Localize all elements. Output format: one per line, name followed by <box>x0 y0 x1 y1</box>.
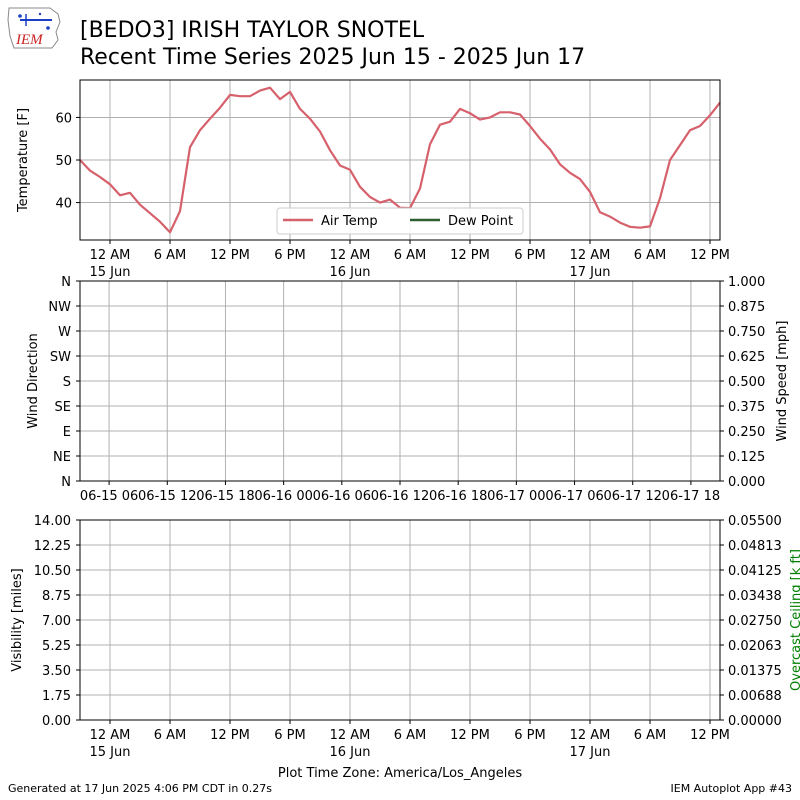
wind-x-tick-label: 06-15 18 <box>196 489 254 504</box>
wind-x-tick-label: 06-17 12 <box>604 489 662 504</box>
temp-x-tick-label: 6 PM <box>514 248 545 263</box>
vis-x-tick-label: 6 AM <box>394 728 427 743</box>
wind-x-tick-label: 06-16 06 <box>313 489 371 504</box>
wind-speed-tick-label: 0.500 <box>728 375 765 390</box>
temp-x-date-label: 15 Jun <box>90 265 131 280</box>
visibility-tick-label: 5.25 <box>42 639 71 654</box>
wind-x-tick-label: 06-17 06 <box>545 489 603 504</box>
temp-y-tick-label: 40 <box>55 197 72 212</box>
vis-x-tick-label: 6 AM <box>634 728 667 743</box>
vis-x-tick-label: 12 PM <box>450 728 490 743</box>
wind-x-tick-label: 06-16 12 <box>371 489 429 504</box>
ceiling-axis-label: Overcast Ceiling [k ft] <box>789 549 800 691</box>
vis-x-date-label: 16 Jun <box>330 745 371 760</box>
wind-panel-frame <box>79 280 721 482</box>
wind-direction-tick-label: E <box>63 425 71 440</box>
wind-speed-axis-label: Wind Speed [mph] <box>775 321 790 442</box>
ceiling-tick-label: 0.05500 <box>728 514 782 529</box>
wind-speed-tick-label: 0.250 <box>728 425 765 440</box>
wind-direction-tick-label: N <box>61 475 71 490</box>
ceiling-tick-label: 0.04813 <box>728 539 782 554</box>
vis-x-tick-label: 6 PM <box>514 728 545 743</box>
wind-direction-tick-label: SE <box>55 400 71 415</box>
ceiling-tick-label: 0.00000 <box>728 714 782 729</box>
temp-x-tick-label: 12 PM <box>450 248 490 263</box>
chart-subtitle: Recent Time Series 2025 Jun 15 - 2025 Ju… <box>80 45 586 70</box>
vis-panel-frame <box>79 519 721 721</box>
temp-y-axis-label: Temperature [F] <box>16 108 31 213</box>
vis-x-tick-label: 12 AM <box>330 728 371 743</box>
temp-y-tick-label: 60 <box>55 111 72 126</box>
temp-x-tick-label: 12 AM <box>330 248 371 263</box>
temp-x-tick-label: 12 AM <box>90 248 131 263</box>
chart-title: [BEDO3] IRISH TAYLOR SNOTEL <box>80 18 425 43</box>
vis-x-tick-label: 12 PM <box>690 728 730 743</box>
visibility-tick-label: 12.25 <box>34 539 71 554</box>
wind-direction-tick-label: S <box>63 375 71 390</box>
time-zone-label: Plot Time Zone: America/Los_Angeles <box>278 766 522 781</box>
wind-x-tick-label: 06-16 00 <box>254 489 312 504</box>
ceiling-tick-label: 0.02750 <box>728 614 782 629</box>
wind-direction-tick-label: NE <box>53 450 71 465</box>
temp-x-tick-label: 12 PM <box>690 248 730 263</box>
wind-x-tick-label: 06-15 06 <box>80 489 138 504</box>
visibility-tick-label: 1.75 <box>42 689 71 704</box>
legend-dew-point-label: Dew Point <box>448 214 513 229</box>
wind-x-tick-label: 06-17 18 <box>662 489 720 504</box>
wind-direction-tick-label: N <box>61 275 71 290</box>
temp-panel-frame <box>79 79 721 241</box>
vis-x-tick-label: 6 PM <box>274 728 305 743</box>
temp-y-tick-label: 50 <box>55 154 72 169</box>
vis-x-date-label: 17 Jun <box>570 745 611 760</box>
logo-text: IEM <box>15 32 44 48</box>
app-note: IEM Autoplot App #43 <box>670 782 793 795</box>
wind-x-tick-label: 06-15 12 <box>138 489 196 504</box>
wind-speed-tick-label: 1.000 <box>728 275 765 290</box>
vis-x-tick-label: 12 AM <box>90 728 131 743</box>
legend-air-temp-label: Air Temp <box>321 214 378 229</box>
visibility-tick-label: 8.75 <box>42 589 71 604</box>
ceiling-tick-label: 0.01375 <box>728 664 782 679</box>
wind-direction-tick-label: SW <box>50 350 71 365</box>
ceiling-tick-label: 0.00688 <box>728 689 782 704</box>
wind-x-tick-label: 06-16 18 <box>429 489 487 504</box>
wind-direction-tick-label: NW <box>48 300 71 315</box>
iem-logo: IEM <box>6 6 64 50</box>
legend-box <box>276 207 524 235</box>
wind-speed-tick-label: 0.375 <box>728 400 765 415</box>
ceiling-tick-label: 0.02063 <box>728 639 782 654</box>
visibility-tick-label: 14.00 <box>34 514 71 529</box>
temp-x-date-label: 16 Jun <box>330 265 371 280</box>
temp-x-tick-label: 6 AM <box>154 248 187 263</box>
generated-note: Generated at 17 Jun 2025 4:06 PM CDT in … <box>8 782 273 795</box>
vis-x-tick-label: 12 AM <box>570 728 611 743</box>
wind-speed-tick-label: 0.625 <box>728 350 765 365</box>
visibility-tick-label: 7.00 <box>42 614 71 629</box>
visibility-tick-label: 3.50 <box>42 664 71 679</box>
vis-x-tick-label: 12 PM <box>210 728 250 743</box>
wind-speed-tick-label: 0.000 <box>728 475 765 490</box>
wind-speed-tick-label: 0.125 <box>728 450 765 465</box>
temp-x-tick-label: 12 AM <box>570 248 611 263</box>
wind-x-tick-label: 06-17 00 <box>487 489 545 504</box>
vis-x-tick-label: 6 AM <box>154 728 187 743</box>
temp-x-tick-label: 12 PM <box>210 248 250 263</box>
temp-x-tick-label: 6 AM <box>394 248 427 263</box>
wind-speed-tick-label: 0.875 <box>728 300 765 315</box>
ceiling-tick-label: 0.04125 <box>728 564 782 579</box>
temp-x-tick-label: 6 PM <box>274 248 305 263</box>
wind-direction-tick-label: W <box>58 325 71 340</box>
wind-direction-axis-label: Wind Direction <box>26 333 41 429</box>
visibility-axis-label: Visibility [miles] <box>10 568 25 671</box>
visibility-tick-label: 10.50 <box>34 564 71 579</box>
visibility-tick-label: 0.00 <box>42 714 71 729</box>
temp-x-tick-label: 6 AM <box>634 248 667 263</box>
wind-speed-tick-label: 0.750 <box>728 325 765 340</box>
ceiling-tick-label: 0.03438 <box>728 589 782 604</box>
vis-x-date-label: 15 Jun <box>90 745 131 760</box>
temp-x-date-label: 17 Jun <box>570 265 611 280</box>
